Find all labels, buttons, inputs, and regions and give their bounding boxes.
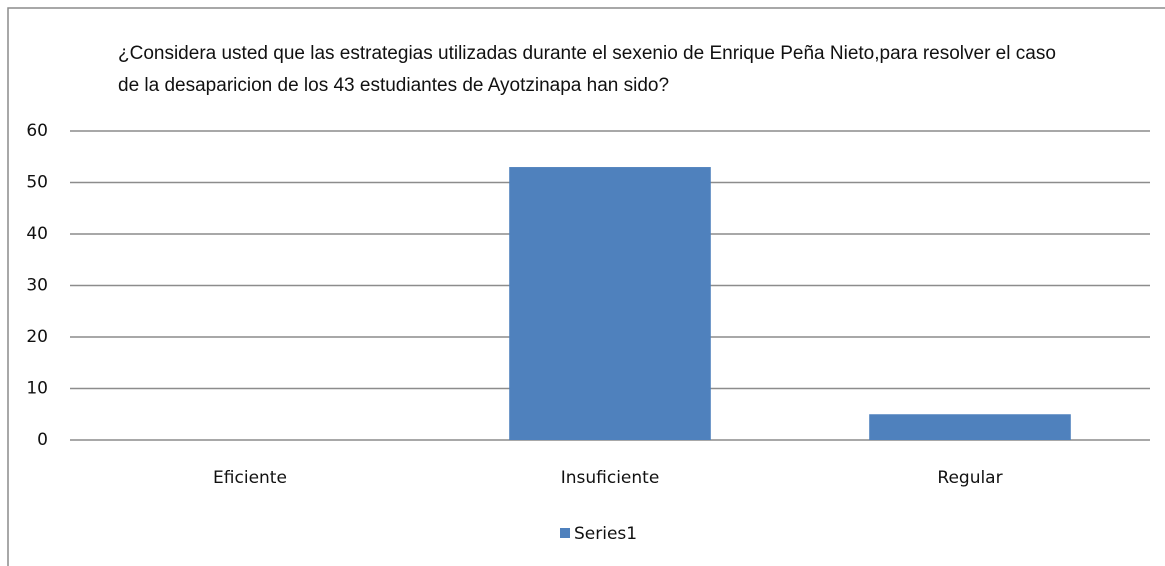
y-tick-label: 20 — [26, 327, 48, 347]
x-tick-label: Regular — [937, 468, 1002, 488]
legend-swatch — [560, 528, 570, 538]
chart-title: ¿Considera usted que las estrategias uti… — [118, 43, 1056, 96]
y-tick-label: 10 — [26, 379, 48, 399]
y-tick-label: 30 — [26, 276, 48, 296]
x-tick-label: Eficiente — [213, 468, 287, 488]
x-tick-label: Insuficiente — [561, 468, 660, 488]
chart-frame — [7, 7, 1165, 566]
y-tick-label: 60 — [26, 121, 48, 141]
bar — [509, 167, 711, 441]
y-tick-label: 40 — [26, 224, 48, 244]
legend-label: Series1 — [574, 524, 637, 544]
bar — [869, 414, 1071, 440]
y-tick-label: 50 — [26, 173, 48, 193]
y-tick-label: 0 — [37, 430, 48, 450]
